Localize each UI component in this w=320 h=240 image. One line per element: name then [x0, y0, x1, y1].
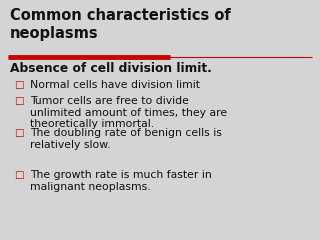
- Text: Absence of cell division limit.: Absence of cell division limit.: [10, 62, 212, 75]
- Text: The doubling rate of benign cells is
relatively slow.: The doubling rate of benign cells is rel…: [30, 128, 222, 150]
- Text: Common characteristics of: Common characteristics of: [10, 8, 231, 23]
- Text: □: □: [14, 80, 24, 90]
- Text: □: □: [14, 170, 24, 180]
- Text: Normal cells have division limit: Normal cells have division limit: [30, 80, 200, 90]
- Text: □: □: [14, 128, 24, 138]
- Text: The growth rate is much faster in
malignant neoplasms.: The growth rate is much faster in malign…: [30, 170, 212, 192]
- Text: □: □: [14, 96, 24, 106]
- Text: neoplasms: neoplasms: [10, 26, 99, 41]
- Text: Tumor cells are free to divide
unlimited amount of times, they are
theoretically: Tumor cells are free to divide unlimited…: [30, 96, 227, 129]
